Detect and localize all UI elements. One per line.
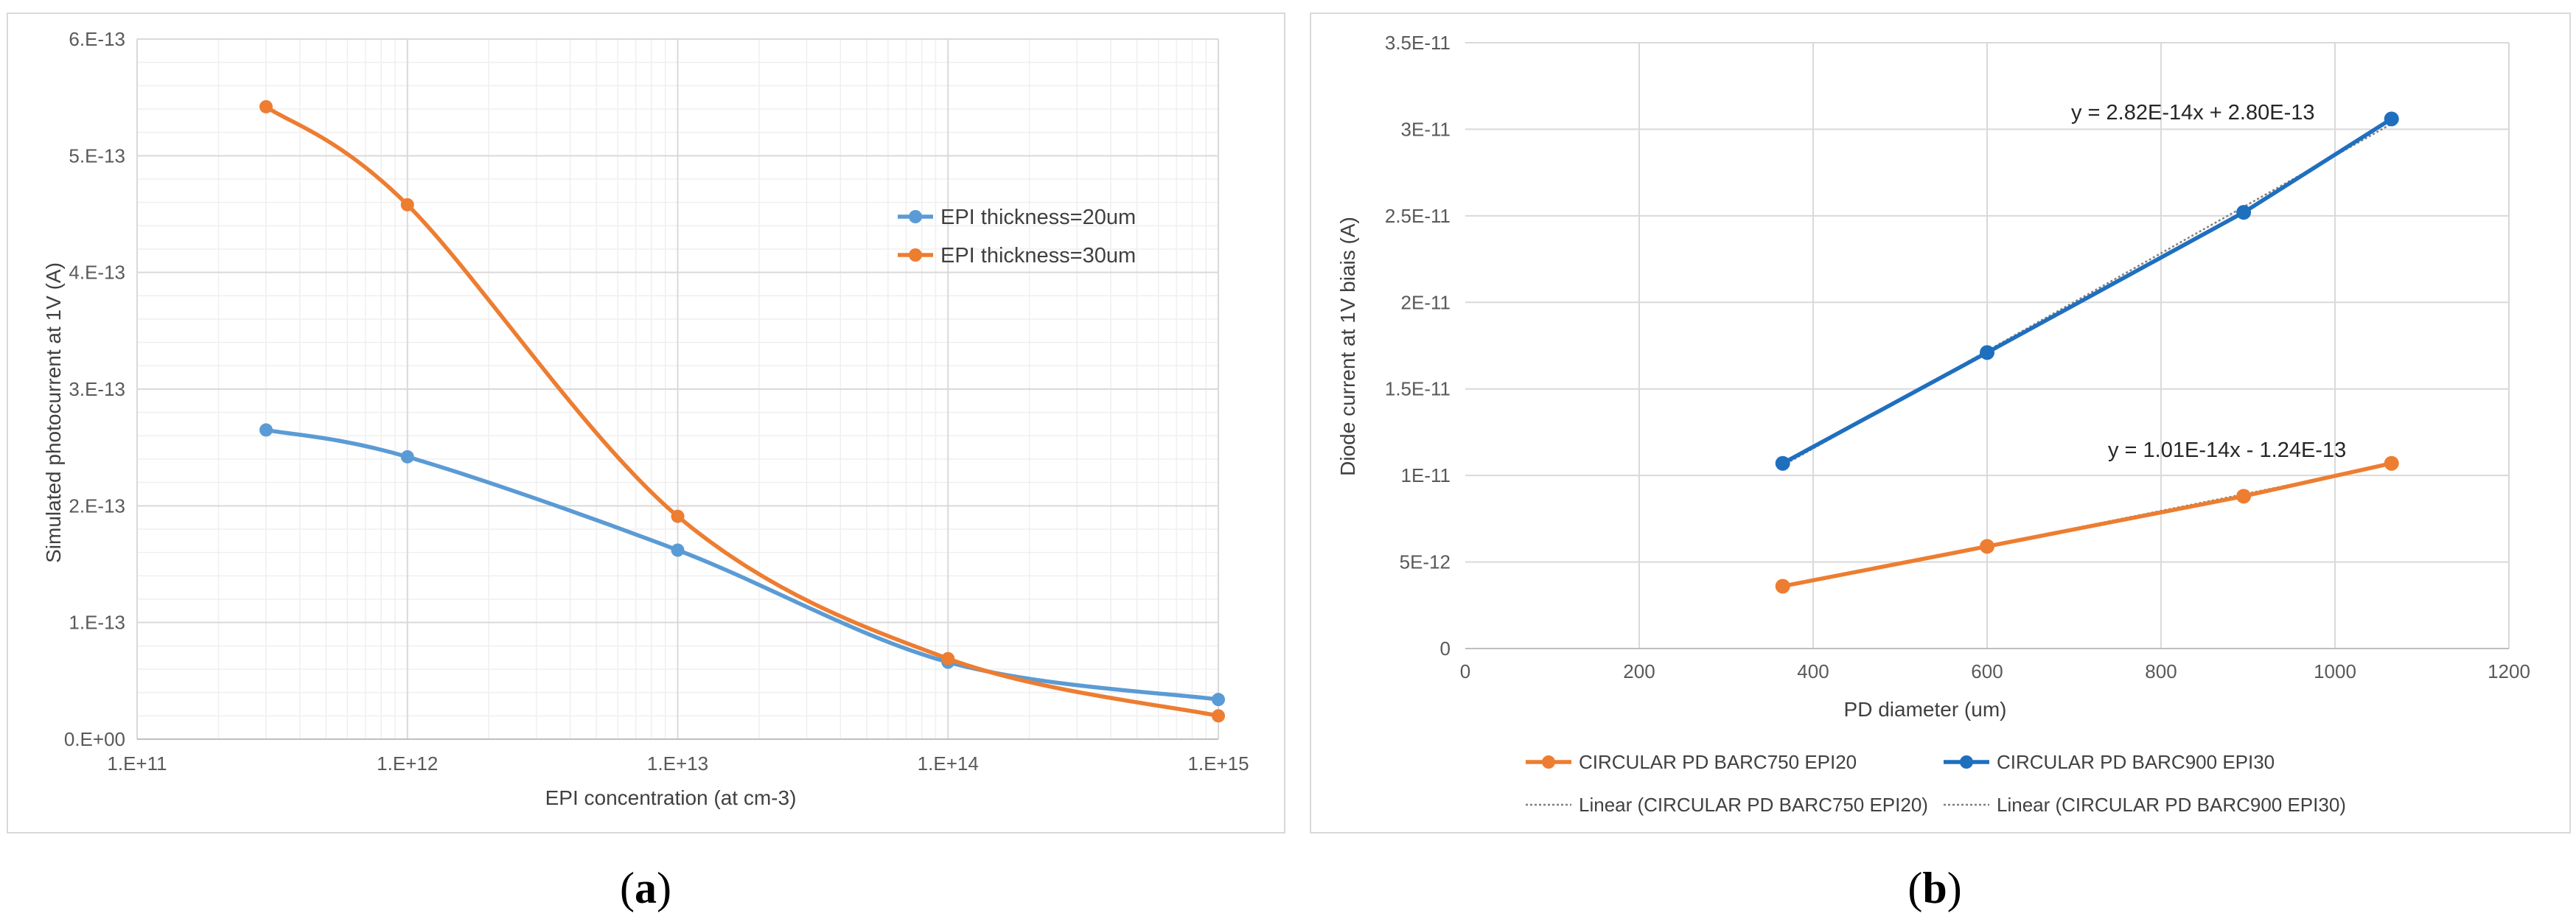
y-tick-label: 4.E-13 xyxy=(69,262,125,284)
y-tick-label: 1.5E-11 xyxy=(1385,378,1451,400)
x-tick-label: 1.E+11 xyxy=(107,752,167,775)
data-point xyxy=(671,509,685,523)
y-tick-label: 5E-12 xyxy=(1400,551,1451,573)
x-tick-label: 1000 xyxy=(2314,660,2356,682)
data-point xyxy=(941,651,955,665)
y-tick-label: 0 xyxy=(1440,637,1451,660)
data-point xyxy=(259,99,273,113)
panel-label-b: (b) xyxy=(1907,864,1961,912)
chart-b-frame xyxy=(1310,13,2571,834)
legend-marker xyxy=(909,210,922,223)
data-point xyxy=(671,543,685,557)
panel-a-open-paren: ( xyxy=(620,864,635,912)
x-tick-label: 1200 xyxy=(2488,660,2530,682)
chart-a-gridlines xyxy=(136,38,1219,740)
chart-b-y-axis-label: Diode current at 1V biais (A) xyxy=(1336,217,1359,476)
x-tick-label: 1.E+15 xyxy=(1187,752,1249,775)
legend-label: EPI thickness=30um xyxy=(940,244,1136,268)
trendline-equation-epi20: y = 1.01E-14x - 1.24E-13 xyxy=(2108,438,2346,462)
chart-a: 1.E+11 1.E+12 1.E+13 1.E+14 1.E+15 0.E+00 1.E-… xyxy=(7,13,1285,834)
series-line xyxy=(265,427,1219,702)
y-tick-label: 3.E-13 xyxy=(69,378,125,400)
chart-b-x-axis-label: PD diameter (um) xyxy=(1844,698,2007,721)
panel-b-open-paren: ( xyxy=(1907,864,1922,912)
legend-marker xyxy=(1960,755,1973,769)
data-point xyxy=(1775,455,1790,471)
x-tick-label: 1.E+14 xyxy=(918,752,979,775)
y-tick-label: 6.E-13 xyxy=(69,28,125,50)
y-tick-label: 2.5E-11 xyxy=(1385,205,1451,227)
x-tick-label: 1.E+12 xyxy=(377,752,438,775)
x-tick-label: 800 xyxy=(2145,660,2177,682)
y-tick-label: 5.E-13 xyxy=(69,144,125,167)
panel-a-close-paren: ) xyxy=(657,864,671,912)
x-tick-label: 1.E+13 xyxy=(647,752,708,775)
data-point xyxy=(400,450,414,464)
panel-b-letter: b xyxy=(1922,864,1947,912)
chart-a-frame xyxy=(7,13,1285,834)
chart-a-legend: EPI thickness=20um EPI thickness=30um xyxy=(898,206,1136,268)
data-point xyxy=(2384,111,2399,127)
legend-label: CIRCULAR PD BARC750 EPI20 xyxy=(1579,751,1857,773)
y-tick-label: 0.E+00 xyxy=(64,728,125,750)
legend-label: EPI thickness=20um xyxy=(940,206,1136,229)
data-point xyxy=(2236,489,2252,504)
panel-label-a: (a) xyxy=(620,864,671,912)
series-line xyxy=(1781,117,2393,466)
y-tick-label: 1E-11 xyxy=(1401,464,1451,486)
chart-b-series xyxy=(1775,111,2399,594)
y-tick-label: 2E-11 xyxy=(1401,291,1451,313)
y-tick-label: 3E-11 xyxy=(1401,118,1451,140)
trendline-equation-epi30: y = 2.82E-14x + 2.80E-13 xyxy=(2071,101,2315,125)
y-tick-label: 3.5E-11 xyxy=(1385,32,1451,54)
legend-marker xyxy=(1542,755,1555,769)
x-tick-label: 200 xyxy=(1623,660,1655,682)
x-tick-label: 400 xyxy=(1797,660,1829,682)
chart-a-y-axis-label: Simulated photocurrent at 1V (A) xyxy=(42,262,65,563)
x-tick-label: 600 xyxy=(1971,660,2003,682)
data-point xyxy=(2384,455,2399,471)
chart-a-series xyxy=(259,99,1225,723)
data-point xyxy=(1980,539,1994,554)
legend-label: Linear (CIRCULAR PD BARC900 EPI30) xyxy=(1997,794,2346,816)
data-point xyxy=(1212,693,1225,707)
data-point xyxy=(2236,205,2252,220)
data-point xyxy=(1212,709,1225,723)
legend-label: Linear (CIRCULAR PD BARC750 EPI20) xyxy=(1579,794,1928,816)
data-point xyxy=(259,423,273,437)
y-tick-label: 2.E-13 xyxy=(69,495,125,517)
data-point xyxy=(1775,579,1790,594)
chart-a-axes: 1.E+11 1.E+12 1.E+13 1.E+14 1.E+15 0.E+00 1.E-… xyxy=(64,28,1249,775)
chart-a-x-axis-label: EPI concentration (at cm-3) xyxy=(545,786,797,809)
panel-b-close-paren: ) xyxy=(1947,864,1962,912)
legend-label: CIRCULAR PD BARC900 EPI30 xyxy=(1997,751,2275,773)
series-line xyxy=(1782,461,2392,589)
data-point xyxy=(1980,345,1994,360)
y-tick-label: 1.E-13 xyxy=(69,612,125,634)
data-point xyxy=(400,198,414,212)
x-tick-label: 0 xyxy=(1460,660,1470,682)
legend-marker xyxy=(909,248,922,262)
chart-b: 0 200 400 600 800 1000 1200 0 5E-12 1E-11 1.5E-11 2… xyxy=(1310,13,2571,834)
chart-b-axes: 0 200 400 600 800 1000 1200 0 5E-12 1E-11 1.5E-11 2… xyxy=(1385,32,2530,682)
chart-b-legend: CIRCULAR PD BARC750 EPI20 CIRCULAR PD BAR… xyxy=(1526,751,2346,816)
panel-a-letter: a xyxy=(635,864,657,912)
